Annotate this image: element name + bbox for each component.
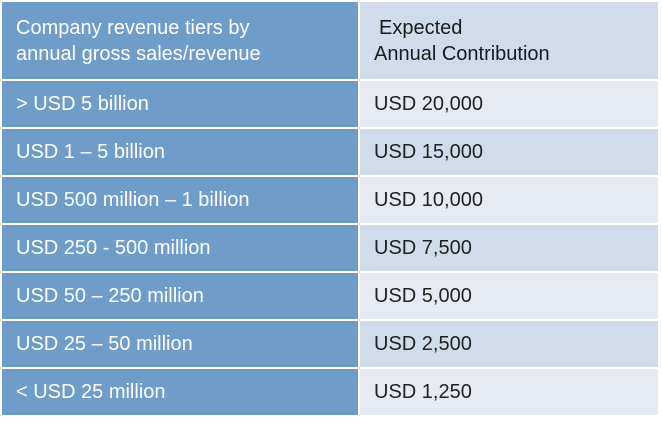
table-header-row: Company revenue tiers by annual gross sa… (2, 2, 658, 81)
table-row: USD 25 – 50 million USD 2,500 (2, 321, 658, 369)
table-row: USD 1 – 5 billion USD 15,000 (2, 129, 658, 177)
tier-cell: > USD 5 billion (2, 81, 360, 129)
contribution-cell: USD 2,500 (360, 321, 658, 369)
contribution-cell: USD 15,000 (360, 129, 658, 177)
tier-cell: < USD 25 million (2, 369, 360, 417)
contribution-cell: USD 5,000 (360, 273, 658, 321)
revenue-tier-header-line2: annual gross sales/revenue (16, 42, 261, 65)
contribution-cell: USD 10,000 (360, 177, 658, 225)
revenue-tier-header-line1: Company revenue tiers by (16, 16, 250, 39)
table-row: USD 250 - 500 million USD 7,500 (2, 225, 658, 273)
contribution-header-line1: Expected (379, 16, 463, 39)
tier-cell: USD 250 - 500 million (2, 225, 360, 273)
contribution-header-line2: Annual Contribution (374, 42, 550, 65)
contribution-cell: USD 20,000 (360, 81, 658, 129)
table-row: > USD 5 billion USD 20,000 (2, 81, 658, 129)
table-row: USD 500 million – 1 billion USD 10,000 (2, 177, 658, 225)
tier-cell: USD 1 – 5 billion (2, 129, 360, 177)
tier-cell: USD 25 – 50 million (2, 321, 360, 369)
table-row: < USD 25 million USD 1,250 (2, 369, 658, 417)
table-row: USD 50 – 250 million USD 5,000 (2, 273, 658, 321)
contribution-cell: USD 1,250 (360, 369, 658, 417)
tier-cell: USD 500 million – 1 billion (2, 177, 360, 225)
revenue-tier-header: Company revenue tiers by annual gross sa… (2, 2, 360, 81)
revenue-tiers-table: Company revenue tiers by annual gross sa… (2, 2, 658, 417)
contribution-header: Expected Annual Contribution (360, 2, 658, 81)
contribution-cell: USD 7,500 (360, 225, 658, 273)
tier-cell: USD 50 – 250 million (2, 273, 360, 321)
